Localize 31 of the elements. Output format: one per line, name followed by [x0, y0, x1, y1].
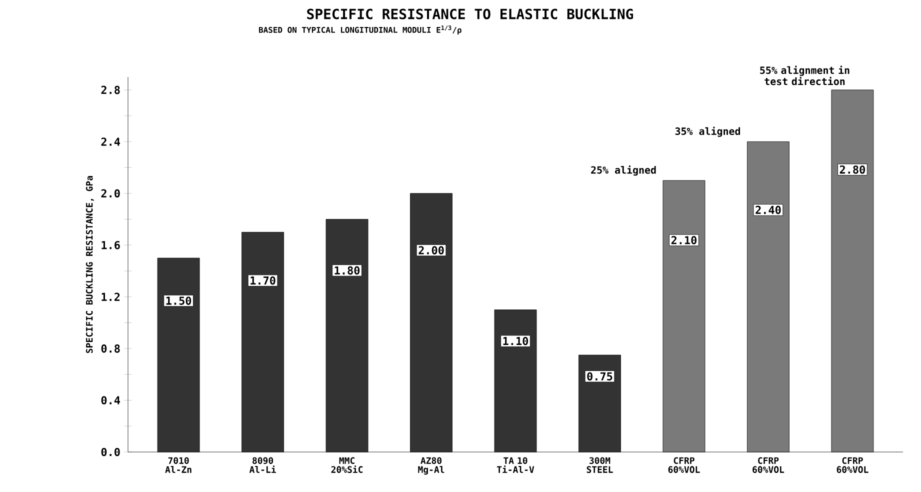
data-label: 1.50 [166, 296, 192, 305]
y-tick-label: 2.8 [101, 86, 120, 94]
x-tick-label: 7010 Al-Zn [165, 457, 192, 473]
chart-title: SPECIFIC RESISTANCE TO ELASTIC BUCKLING [307, 8, 634, 20]
y-tick-label: 1.6 [102, 240, 120, 250]
y-tick-label: 0.0 [101, 448, 120, 456]
x-tick-label: CFRP 60%VOL [752, 457, 784, 473]
x-tick-label: 300M STEEL [586, 457, 613, 473]
y-tick-label: 1.2 [102, 292, 120, 301]
data-label: 1.70 [250, 276, 276, 285]
data-label: 2.80 [840, 165, 865, 174]
x-tick-label: MMC 20%SiC [331, 457, 363, 473]
data-label: 1.10 [503, 336, 528, 346]
data-label: 0.75 [587, 372, 612, 380]
y-tick-label: 2.4 [101, 138, 120, 146]
data-label: 1.80 [334, 266, 360, 275]
x-tick-label: 8090 Al-Li [249, 457, 276, 473]
y-tick-label: 0.4 [101, 396, 120, 404]
y-tick-label: 2.0 [101, 189, 120, 198]
data-label: 2.00 [418, 246, 444, 254]
x-tick-label: CFRP 60%VOL [836, 457, 868, 473]
x-tick-label: CFRP 60%VOL [668, 457, 700, 473]
x-tick-label: AZ80 Mg-Al [418, 457, 444, 475]
x-tick-label: TA 10 Ti-Al-V [496, 457, 534, 473]
annotation: 35% aligned [675, 126, 740, 137]
y-axis-title: SPECIFIC BUCKLING RESISTANCE, GPa [86, 176, 94, 354]
data-label: 2.10 [671, 236, 697, 244]
annotation: 25% aligned [591, 165, 656, 176]
data-label: 2.40 [756, 206, 781, 214]
y-tick-label: 0.8 [101, 344, 120, 353]
annotation: 55% alignment in test direction [760, 66, 850, 86]
